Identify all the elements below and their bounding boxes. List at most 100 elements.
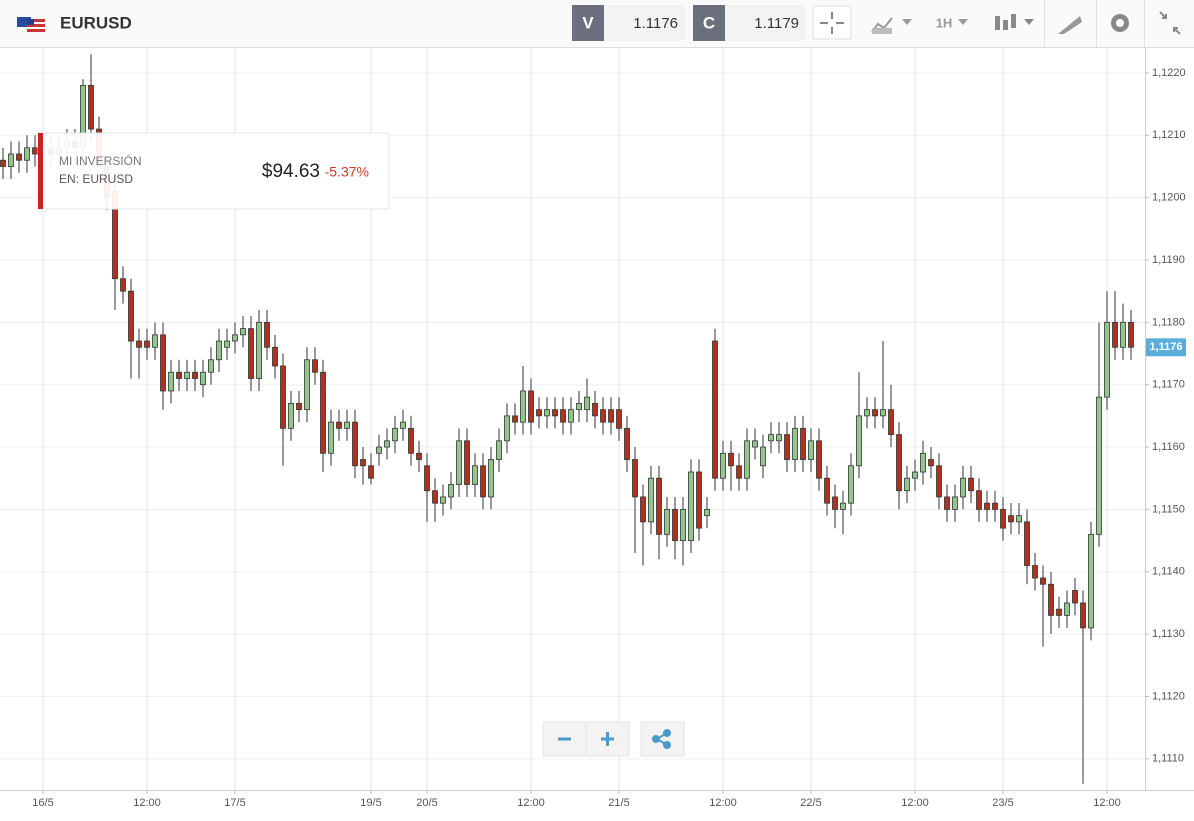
candle-body [752, 440, 758, 448]
candle-body [200, 371, 206, 386]
candle-body [1112, 321, 1118, 348]
y-tick-label: 1,1160 [1152, 441, 1185, 453]
candle-body [496, 440, 502, 460]
y-tick-label: 1,1180 [1152, 316, 1185, 328]
candle-body [1072, 590, 1078, 604]
candle-body [448, 484, 454, 498]
x-tick-label: 17/5 [224, 797, 245, 809]
candle-body [32, 147, 38, 155]
candle-body [392, 427, 398, 442]
candle-body [288, 403, 294, 429]
candle-body [672, 509, 678, 541]
candle-body [712, 340, 718, 479]
candle-body [936, 465, 942, 498]
candle-body [1056, 608, 1062, 616]
candle-body [184, 371, 190, 379]
candle-body [1048, 583, 1054, 616]
x-tick-label: 23/5 [992, 797, 1013, 809]
candle-body [520, 390, 526, 423]
candle-body [544, 409, 550, 417]
x-tick-label: 20/5 [416, 797, 437, 809]
candle-body [400, 421, 406, 429]
candle-body [664, 509, 670, 535]
candle-body [1080, 602, 1086, 629]
candle-body [560, 409, 566, 423]
y-tick-label: 1,1220 [1152, 67, 1186, 79]
candle-body [1000, 509, 1006, 529]
investment-instrument: EN: EURUSD [59, 172, 133, 186]
candle-body [784, 434, 790, 460]
candle-body [968, 477, 974, 492]
candle-body [16, 153, 22, 161]
candle-body [320, 371, 326, 454]
candle-body [880, 409, 886, 417]
draw-button[interactable] [1058, 16, 1082, 34]
candle-body [648, 477, 654, 523]
candle-body [168, 371, 174, 392]
candle-body [592, 403, 598, 417]
candle-body [1104, 321, 1110, 398]
candle-body [264, 321, 270, 348]
candle-body [800, 427, 806, 460]
candle-body [152, 334, 158, 348]
candle-body [464, 440, 470, 485]
candle-body [536, 409, 542, 417]
candle-body [624, 427, 630, 460]
candle-body [376, 446, 382, 454]
candle-body [368, 465, 374, 479]
candle-body [856, 415, 862, 467]
investment-change: -5.37% [325, 164, 369, 180]
chart-type-button[interactable] [871, 17, 912, 34]
candle-body [344, 421, 350, 429]
candle-body [120, 278, 126, 292]
candle-body [208, 359, 214, 373]
y-tick-label: 1,1140 [1152, 566, 1185, 578]
candle-body [776, 434, 782, 442]
candle-body [1096, 396, 1102, 535]
candle-body [1008, 515, 1014, 523]
timeframe[interactable]: 1H [936, 15, 953, 30]
x-tick-label: 16/5 [32, 797, 53, 809]
y-tick-label: 1,1150 [1152, 503, 1185, 515]
candle-body [328, 421, 334, 454]
candle-body [504, 415, 510, 442]
share[interactable] [640, 721, 685, 757]
candle-body [0, 159, 6, 167]
candle-body [416, 452, 422, 460]
x-tick-label: 22/5 [800, 797, 821, 809]
candle-body [352, 421, 358, 467]
candle-body [480, 465, 486, 498]
buy-label: C [703, 13, 715, 32]
candle-body [272, 346, 278, 367]
candle-body [920, 452, 926, 473]
investment-label: MI INVERSIÓN [59, 153, 142, 168]
y-tick-label: 1,1200 [1152, 192, 1186, 204]
sell-price-box[interactable] [604, 5, 685, 41]
settings-button[interactable] [1111, 14, 1129, 32]
candle-body [552, 409, 558, 417]
candle-body [632, 459, 638, 498]
sell-label: V [582, 13, 594, 32]
candle-body [736, 465, 742, 479]
candle-body [488, 459, 494, 498]
candle-body [8, 153, 14, 167]
candle-body [896, 434, 902, 492]
crosshair-button[interactable] [812, 5, 852, 40]
x-tick-label: 12:00 [1093, 797, 1121, 809]
candle-body [384, 440, 390, 448]
investment-box [37, 132, 390, 210]
candle-body [88, 85, 94, 130]
buy-button[interactable] [693, 5, 725, 41]
candle-body [280, 365, 286, 429]
sell-button[interactable] [572, 5, 604, 41]
candle-body [816, 440, 822, 479]
buy-price-box[interactable] [725, 5, 805, 41]
candle-body [568, 409, 574, 423]
candle-body [608, 409, 614, 423]
collapse-button[interactable] [1159, 11, 1181, 35]
y-tick-label: 1,1130 [1152, 628, 1185, 640]
candle-body [528, 390, 534, 423]
candle-button[interactable] [995, 14, 1034, 30]
candle-body [720, 452, 726, 479]
candle-body [616, 409, 622, 429]
